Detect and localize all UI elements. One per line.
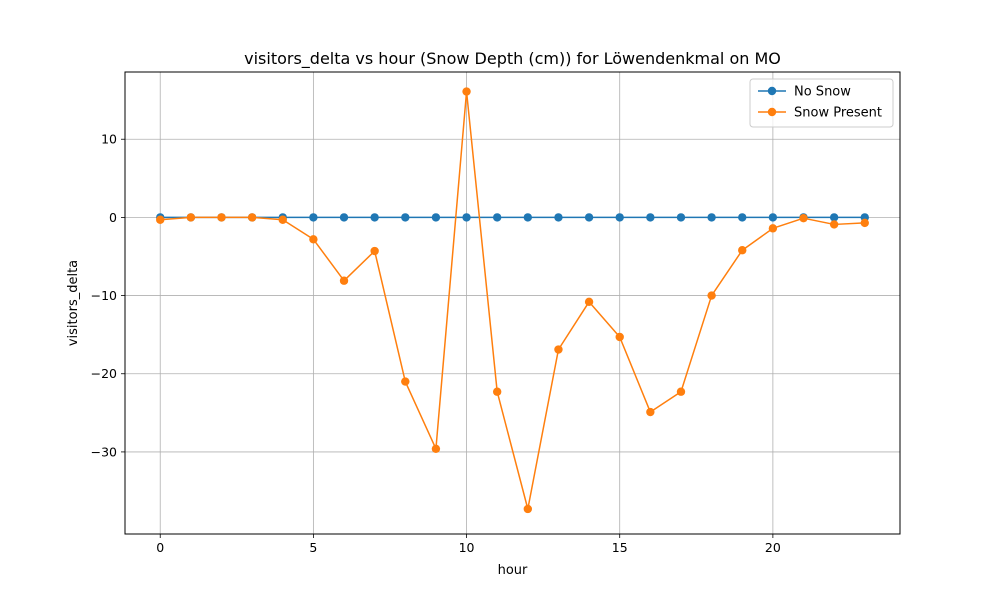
data-point: [339, 276, 349, 285]
data-point: [646, 407, 655, 417]
data-point: [584, 213, 594, 222]
data-point: [738, 246, 747, 255]
data-point: [615, 332, 624, 342]
ticks: 0 5 10 15 20 −30 −20 −10 0 10: [91, 132, 781, 555]
data-point: [247, 213, 257, 222]
data-point: [186, 213, 196, 222]
data-point: [492, 213, 502, 222]
data-point: [401, 213, 410, 222]
legend: No Snow Snow Present: [749, 78, 894, 128]
x-axis-label: hour: [498, 563, 528, 578]
data-point: [339, 213, 349, 222]
legend-marker: [767, 107, 777, 117]
legend-item: No Snow: [758, 85, 851, 100]
data-point: [584, 297, 594, 307]
data-point: [676, 387, 686, 396]
legend-label: No Snow: [794, 85, 851, 100]
data-point: [707, 291, 716, 300]
y-tick-label: −20: [91, 366, 117, 381]
legend-item: Snow Present: [758, 106, 882, 121]
legend-marker: [767, 86, 777, 96]
data-point: [768, 224, 778, 233]
x-tick-label: 0: [156, 540, 164, 555]
data-point: [738, 213, 747, 222]
data-point: [676, 213, 686, 222]
data-point: [401, 377, 410, 386]
data-point: [860, 218, 869, 228]
data-point: [278, 215, 287, 224]
y-tick-label: 0: [109, 210, 117, 225]
data-point: [431, 444, 441, 453]
data-point: [554, 213, 563, 222]
data-point: [829, 213, 839, 222]
legend-label: Snow Present: [794, 106, 882, 121]
chart-title: visitors_delta vs hour (Snow Depth (cm))…: [244, 49, 781, 69]
data-point: [462, 213, 471, 222]
plot-frame: [124, 71, 901, 535]
x-tick-label: 20: [765, 540, 781, 555]
data-point: [309, 235, 318, 244]
y-tick-label: −30: [91, 444, 117, 459]
y-axis-label: visitors_delta: [66, 260, 81, 346]
data-point: [829, 220, 839, 229]
data-point: [646, 213, 655, 222]
data-point: [554, 345, 563, 354]
data-point: [431, 213, 441, 222]
y-tick-label: 10: [101, 132, 117, 147]
x-tick-label: 10: [459, 540, 475, 555]
data-point: [492, 387, 502, 396]
data-point: [370, 246, 379, 256]
data-point: [615, 213, 624, 222]
series-line: [160, 90, 865, 510]
series-layer: [156, 87, 869, 514]
data-point: [462, 87, 471, 96]
data-point: [309, 213, 318, 222]
x-tick-label: 5: [309, 540, 317, 555]
x-tick-label: 15: [612, 540, 628, 555]
data-point: [799, 213, 808, 223]
data-point: [523, 504, 533, 514]
data-point: [523, 213, 533, 222]
y-tick-label: −10: [91, 288, 117, 303]
series-1: [156, 87, 869, 514]
data-point: [768, 213, 778, 222]
data-point: [707, 213, 716, 222]
data-point: [156, 215, 165, 224]
data-point: [217, 213, 226, 222]
data-point: [370, 213, 379, 222]
